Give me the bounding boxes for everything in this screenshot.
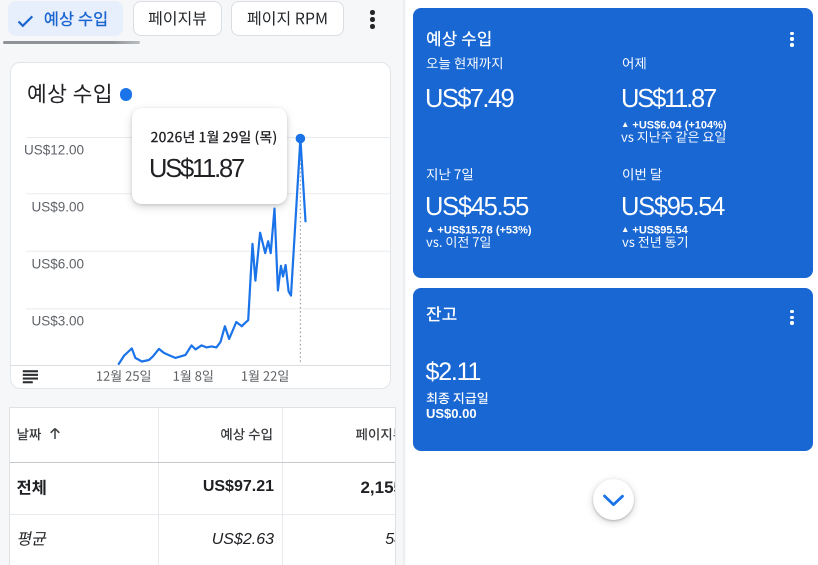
svg-text:US$6.00: US$6.00 [31,257,84,272]
svg-text:US$9.00: US$9.00 [31,200,84,215]
svg-text:US$12.00: US$12.00 [24,143,84,158]
svg-text:US$3.00: US$3.00 [31,314,84,329]
